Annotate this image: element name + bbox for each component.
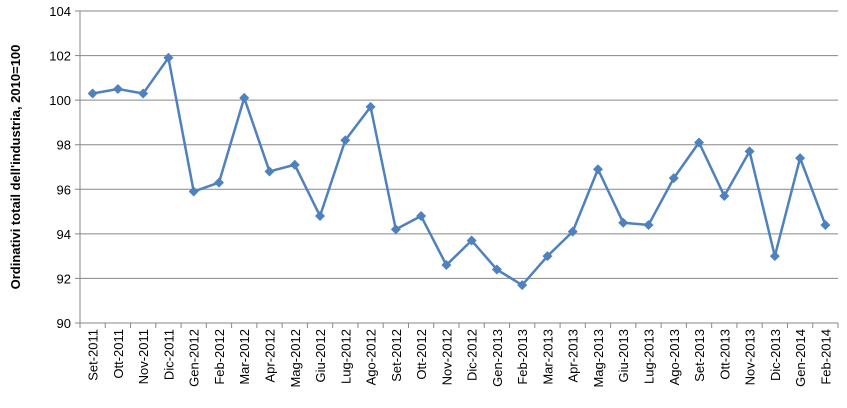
data-point-marker [769, 251, 780, 262]
data-point-marker [795, 153, 806, 164]
x-tick-label: Mag-2012 [288, 329, 303, 388]
gridlines [80, 10, 838, 324]
y-tick-label: 92 [57, 271, 71, 286]
y-axis-ticks: 90 92 94 96 98 100 102 104 [49, 4, 81, 331]
data-point-marker [694, 137, 705, 148]
x-tick-label: Mag-2013 [591, 329, 606, 388]
x-tick-label: Lug-2012 [338, 329, 353, 384]
y-axis-title: Ordinativi totail dell'industria, 2010=1… [8, 45, 23, 290]
data-point-marker [441, 260, 452, 271]
x-tick-label: Set-2011 [86, 329, 101, 381]
data-point-marker [365, 101, 376, 112]
y-tick-label: 90 [57, 316, 71, 331]
data-point-marker [491, 264, 502, 275]
x-tick-label: Gen-2014 [793, 329, 808, 387]
data-point-marker [618, 217, 629, 228]
x-tick-label: Nov-2012 [439, 329, 454, 385]
y-tick-label: 100 [49, 93, 71, 108]
x-tick-label: Nov-2011 [136, 329, 151, 384]
x-tick-label: Dic-2013 [768, 329, 783, 381]
x-tick-label: Apr-2013 [566, 329, 581, 382]
x-tick-label: Gen-2012 [187, 329, 202, 387]
series-line [92, 56, 827, 287]
data-point-marker [567, 226, 578, 237]
x-tick-label: Gen-2013 [490, 329, 505, 387]
data-point-marker [138, 88, 149, 99]
data-point-marker [592, 164, 603, 175]
y-tick-label: 96 [57, 182, 71, 197]
data-point-marker [643, 219, 654, 230]
data-point-marker [239, 92, 250, 103]
data-point-marker [390, 224, 401, 235]
x-tick-label: Giu-2013 [616, 329, 631, 382]
x-tick-label: Feb-2014 [818, 329, 833, 385]
data-point-marker [289, 159, 300, 170]
data-point-marker [820, 219, 831, 230]
data-point-marker [112, 84, 123, 94]
data-point-marker [340, 135, 351, 146]
x-axis-ticks: Set-2011 Ott-2011 Nov-2011 Dic-2011 Gen-2012… [79, 323, 839, 388]
x-tick-label: Feb-2012 [212, 329, 227, 385]
x-tick-label: Apr-2012 [263, 329, 278, 382]
x-tick-label: Set-2013 [692, 329, 707, 382]
data-point-marker [466, 235, 477, 246]
data-point-marker [188, 186, 199, 197]
x-tick-label: Dic-2012 [465, 329, 480, 381]
data-point-marker [542, 251, 553, 262]
x-tick-label: Ott-2011 [111, 329, 126, 379]
data-point-marker [719, 190, 730, 201]
x-tick-label: Set-2012 [389, 329, 404, 382]
data-point-marker [315, 211, 326, 222]
series-layer [87, 52, 831, 291]
y-tick-label: 102 [49, 49, 71, 64]
x-tick-label: Dic-2011 [161, 329, 176, 380]
x-tick-label: Ago-2012 [364, 329, 379, 385]
x-tick-label: Giu-2012 [313, 329, 328, 382]
data-point-marker [163, 52, 174, 63]
y-tick-label: 98 [57, 138, 71, 153]
x-tick-label: Feb-2013 [515, 329, 530, 385]
x-tick-label: Ago-2013 [667, 329, 682, 385]
data-point-marker [87, 88, 98, 99]
x-tick-label: Nov-2013 [743, 329, 758, 385]
y-tick-label: 104 [49, 4, 71, 19]
x-tick-label: Lug-2013 [642, 329, 657, 384]
x-tick-label: Mar-2012 [237, 329, 252, 385]
data-point-marker [264, 166, 275, 177]
data-point-marker [668, 173, 679, 184]
data-point-marker [213, 177, 224, 188]
x-tick-label: Mar-2013 [540, 329, 555, 385]
y-tick-label: 94 [57, 227, 71, 242]
data-point-marker [744, 146, 755, 157]
data-point-marker [517, 280, 528, 291]
x-tick-label: Ott-2013 [717, 329, 732, 380]
x-tick-label: Ott-2012 [414, 329, 429, 380]
data-point-marker [416, 211, 427, 222]
